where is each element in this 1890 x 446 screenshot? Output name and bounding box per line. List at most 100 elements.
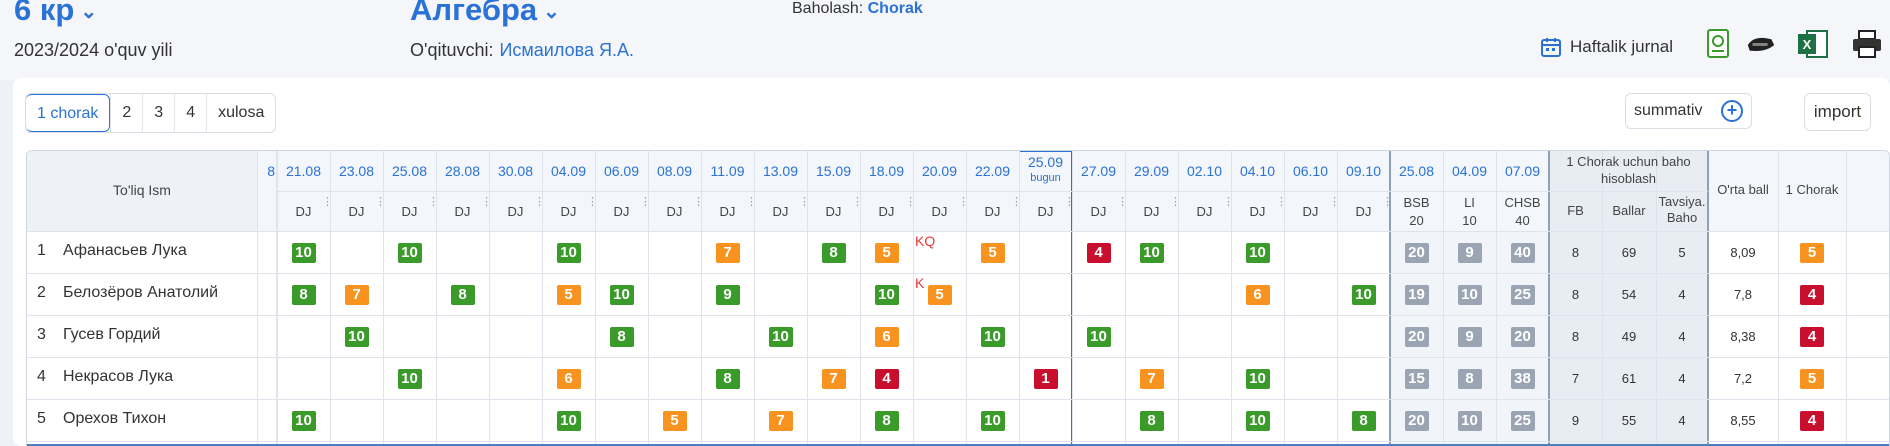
- grade-badge[interactable]: 9: [715, 285, 740, 305]
- column-menu-icon[interactable]: ⋮: [1329, 197, 1340, 208]
- column-menu-icon[interactable]: ⋮: [322, 197, 333, 208]
- column-menu-icon[interactable]: ⋮: [1117, 197, 1128, 208]
- grade-badge[interactable]: 6: [874, 327, 899, 347]
- grade-badge[interactable]: 8: [450, 285, 475, 305]
- date-header[interactable]: 18.09: [868, 163, 905, 179]
- grade-badge[interactable]: 1: [1033, 369, 1058, 389]
- weekly-journal-button[interactable]: Haftalik jurnal: [1540, 36, 1673, 58]
- grade-badge[interactable]: 10: [1351, 285, 1376, 305]
- quarter-grade-badge[interactable]: 5: [1800, 243, 1824, 263]
- grade-badge[interactable]: 7: [344, 285, 369, 305]
- grade-badge[interactable]: 7: [768, 411, 793, 431]
- teacher-name[interactable]: Исмаилова Я.А.: [499, 40, 634, 60]
- add-icon[interactable]: +: [1721, 100, 1743, 122]
- assessment-date[interactable]: 04.09: [1451, 163, 1488, 179]
- assessment-badge[interactable]: 40: [1510, 243, 1535, 263]
- assessment-date[interactable]: 25.08: [1398, 163, 1435, 179]
- class-selector[interactable]: 6 кр ⌄: [14, 0, 98, 27]
- column-menu-icon[interactable]: ⋮: [746, 197, 757, 208]
- grade-badge[interactable]: 5: [874, 243, 899, 263]
- date-header[interactable]: 06.10: [1292, 163, 1329, 179]
- grade-badge[interactable]: 10: [874, 285, 899, 305]
- date-header[interactable]: 09.10: [1345, 163, 1382, 179]
- date-header[interactable]: 02.10: [1186, 163, 1223, 179]
- grade-badge[interactable]: 10: [1086, 327, 1111, 347]
- grade-badge[interactable]: 4: [1086, 243, 1111, 263]
- grade-badge[interactable]: 10: [397, 369, 422, 389]
- assessment-badge[interactable]: 9: [1457, 243, 1482, 263]
- date-header[interactable]: 22.09: [974, 163, 1011, 179]
- grade-badge[interactable]: 8: [1351, 411, 1376, 431]
- assessment-badge[interactable]: 20: [1404, 327, 1429, 347]
- grade-badge[interactable]: 10: [556, 243, 581, 263]
- tab-quarter-1[interactable]: 1 chorak: [26, 94, 111, 132]
- report-icon[interactable]: [1703, 28, 1735, 60]
- assessment-badge[interactable]: 8: [1457, 369, 1482, 389]
- grade-badge[interactable]: 8: [1139, 411, 1164, 431]
- grade-badge[interactable]: 10: [768, 327, 793, 347]
- quarter-grade-badge[interactable]: 5: [1800, 369, 1824, 389]
- date-header[interactable]: 30.08: [497, 163, 534, 179]
- date-header[interactable]: 25.09: [1027, 154, 1064, 170]
- grade-badge[interactable]: 10: [344, 327, 369, 347]
- grade-badge[interactable]: 10: [397, 243, 422, 263]
- date-header[interactable]: 28.08: [444, 163, 481, 179]
- assessment-badge[interactable]: 38: [1510, 369, 1535, 389]
- column-menu-icon[interactable]: ⋮: [640, 197, 651, 208]
- tab-quarter-3[interactable]: 3: [142, 94, 174, 132]
- student-name[interactable]: Афанасьев Лука: [63, 242, 187, 259]
- column-menu-icon[interactable]: ⋮: [799, 197, 810, 208]
- column-menu-icon[interactable]: ⋮: [852, 197, 863, 208]
- date-header[interactable]: 04.09: [550, 163, 587, 179]
- date-header[interactable]: 11.09: [710, 163, 745, 179]
- grade-badge[interactable]: 10: [1245, 243, 1270, 263]
- date-header[interactable]: 13.09: [762, 163, 799, 179]
- column-menu-icon[interactable]: ⋮: [958, 197, 969, 208]
- quarter-grade-badge[interactable]: 4: [1800, 411, 1824, 431]
- student-name[interactable]: Белозёров Анатолий: [63, 284, 219, 301]
- grade-badge[interactable]: 8: [821, 243, 846, 263]
- tab-summary[interactable]: xulosa: [206, 94, 275, 132]
- date-header[interactable]: 15.09: [815, 163, 852, 179]
- assessment-badge[interactable]: 20: [1404, 243, 1429, 263]
- grade-badge[interactable]: 10: [291, 411, 316, 431]
- grade-badge[interactable]: 10: [1245, 369, 1270, 389]
- tab-quarter-2[interactable]: 2: [110, 94, 142, 132]
- student-name[interactable]: Орехов Тихон: [63, 410, 167, 427]
- date-header[interactable]: 04.10: [1239, 163, 1276, 179]
- grade-badge[interactable]: 7: [715, 243, 740, 263]
- date-header[interactable]: 08.09: [656, 163, 693, 179]
- assessment-badge[interactable]: 19: [1404, 285, 1429, 305]
- grade-badge[interactable]: 10: [980, 411, 1005, 431]
- grade-badge[interactable]: 10: [556, 411, 581, 431]
- assessment-badge[interactable]: 10: [1457, 411, 1482, 431]
- column-menu-icon[interactable]: ⋮: [1011, 197, 1022, 208]
- grade-badge[interactable]: 8: [609, 327, 634, 347]
- import-button[interactable]: import: [1804, 93, 1871, 131]
- column-menu-icon[interactable]: ⋮: [1276, 197, 1287, 208]
- subject-selector[interactable]: Алгебра ⌄: [410, 0, 560, 27]
- scanner-icon[interactable]: [1745, 28, 1777, 60]
- assessment-badge[interactable]: 10: [1457, 285, 1482, 305]
- date-header[interactable]: 06.09: [603, 163, 640, 179]
- column-menu-icon[interactable]: ⋮: [693, 197, 704, 208]
- printer-icon[interactable]: [1851, 28, 1883, 60]
- grade-badge[interactable]: 5: [927, 285, 952, 305]
- column-menu-icon[interactable]: ⋮: [1170, 197, 1181, 208]
- grade-badge[interactable]: 10: [1245, 411, 1270, 431]
- date-header[interactable]: 20.09: [921, 163, 958, 179]
- column-menu-icon[interactable]: ⋮: [905, 197, 916, 208]
- column-menu-icon[interactable]: ⋮: [1382, 197, 1393, 208]
- assessment-badge[interactable]: 9: [1457, 327, 1482, 347]
- grade-badge[interactable]: 10: [609, 285, 634, 305]
- grade-badge[interactable]: 7: [821, 369, 846, 389]
- excel-icon[interactable]: X: [1797, 28, 1829, 60]
- column-menu-icon[interactable]: ⋮: [481, 197, 492, 208]
- column-menu-icon[interactable]: ⋮: [1223, 197, 1234, 208]
- date-header[interactable]: 25.08: [391, 163, 428, 179]
- date-header[interactable]: 23.08: [338, 163, 375, 179]
- date-header[interactable]: 27.09: [1080, 163, 1117, 179]
- column-menu-icon[interactable]: ⋮: [534, 197, 545, 208]
- student-name[interactable]: Гусев Гордий: [63, 326, 161, 343]
- grade-badge[interactable]: 8: [874, 411, 899, 431]
